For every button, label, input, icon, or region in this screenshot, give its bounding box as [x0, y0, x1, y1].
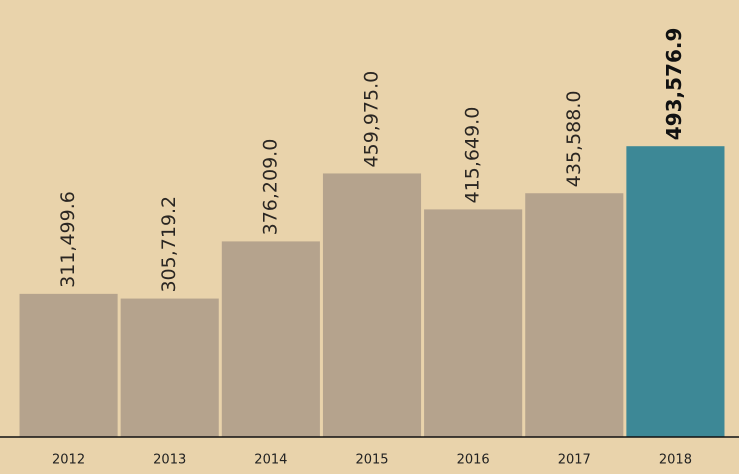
value-label: 311,499.6 [57, 191, 79, 288]
value-label: 415,649.0 [462, 107, 484, 204]
bar [120, 298, 219, 437]
bar [525, 193, 624, 437]
value-label: 305,719.2 [158, 196, 180, 293]
value-label: 376,209.0 [259, 139, 281, 236]
x-tick-label: 2016 [457, 453, 490, 468]
bar [626, 146, 725, 438]
x-tick-label: 2013 [153, 453, 186, 468]
x-tick-label: 2017 [558, 453, 591, 468]
x-tick-label: 2014 [254, 453, 287, 468]
x-tick-label: 2012 [52, 453, 85, 468]
x-tick-label: 2018 [659, 453, 692, 468]
bar [19, 293, 118, 437]
value-label: 435,588.0 [563, 91, 585, 188]
bar [424, 209, 523, 437]
x-tick-label: 2015 [355, 453, 388, 468]
value-label: 493,576.9 [662, 28, 686, 141]
bar [322, 173, 422, 438]
bar [221, 241, 320, 437]
value-label: 459,975.0 [361, 71, 383, 168]
